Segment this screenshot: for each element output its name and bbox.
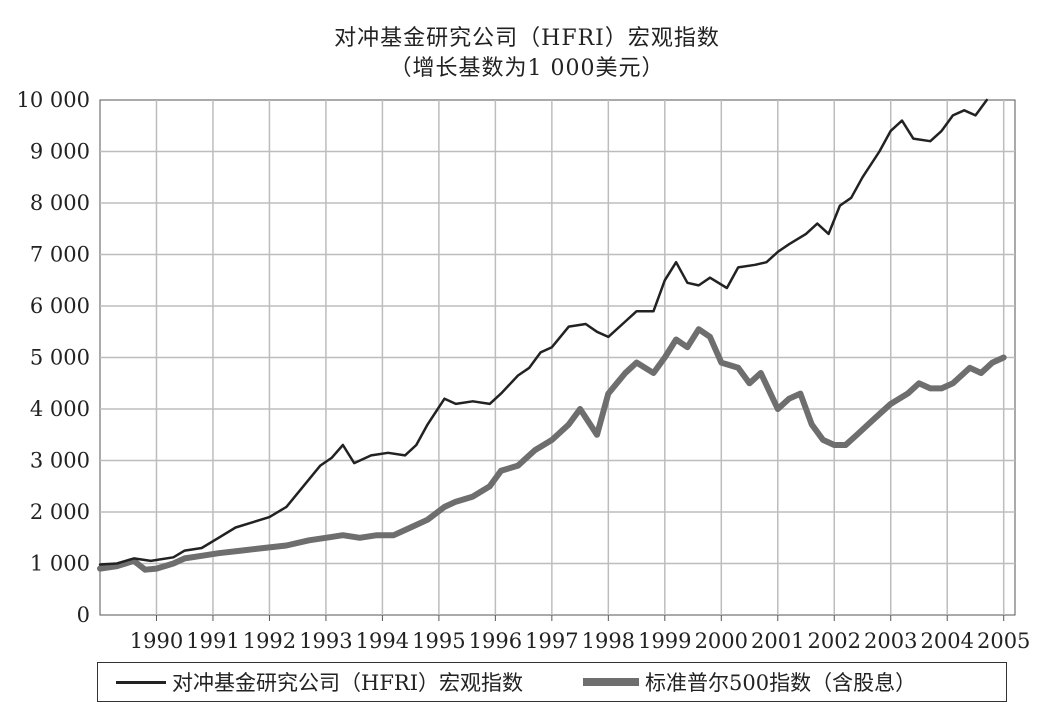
- x-axis-ticks: 1990 1991 1992 1993 1994 1995 1996 1997 1998 1999…: [130, 615, 1030, 653]
- series-line-hfri: [98, 98, 989, 566]
- y-tick-label: 7 000: [30, 243, 90, 267]
- y-tick-label: 10 000: [17, 88, 90, 112]
- series-lines: [97, 98, 1007, 573]
- y-tick-label: 4 000: [30, 397, 90, 421]
- y-tick-label: 3 000: [30, 449, 90, 473]
- x-tick-label: 1998: [582, 629, 635, 653]
- x-tick-label: 1993: [299, 629, 352, 653]
- x-tick-label: 1997: [525, 629, 578, 653]
- legend-swatch-sp500: [583, 678, 639, 686]
- chart-title: 对冲基金研究公司（HFRI）宏观指数: [334, 26, 720, 51]
- y-axis-ticks: 0 1 000 2 000 3 000 4 000 5 000 6 000 7 000 8 00…: [17, 88, 90, 627]
- x-tick-label: 1990: [130, 629, 183, 653]
- grid: [99, 99, 1016, 616]
- y-tick-label: 9 000: [30, 140, 90, 164]
- y-tick-label: 8 000: [30, 191, 90, 215]
- chart-subtitle: （增长基数为1 000美元）: [389, 56, 665, 81]
- y-tick-label: 0: [77, 603, 90, 627]
- y-tick-label: 6 000: [30, 294, 90, 318]
- legend-item-sp500: 标准普尔500指数（含股息）: [523, 667, 916, 697]
- y-tick-label: 2 000: [30, 500, 90, 524]
- x-tick-label: 2005: [977, 629, 1030, 653]
- x-tick-label: 2000: [695, 629, 748, 653]
- x-tick-label: 1992: [243, 629, 296, 653]
- x-tick-label: 2003: [864, 629, 917, 653]
- legend: 对冲基金研究公司（HFRI）宏观指数 标准普尔500指数（含股息）: [97, 662, 1007, 702]
- legend-label-hfri: 对冲基金研究公司（HFRI）宏观指数: [172, 671, 523, 695]
- x-tick-label: 1996: [469, 629, 522, 653]
- y-tick-label: 1 000: [30, 552, 90, 576]
- legend-item-hfri: 对冲基金研究公司（HFRI）宏观指数: [98, 667, 523, 697]
- y-tick-label: 5 000: [30, 346, 90, 370]
- x-tick-label: 2001: [751, 629, 804, 653]
- x-tick-label: 1994: [356, 629, 409, 653]
- x-tick-label: 2002: [808, 629, 861, 653]
- x-tick-label: 1991: [186, 629, 239, 653]
- legend-swatch-hfri: [116, 680, 166, 684]
- x-tick-label: 1999: [638, 629, 691, 653]
- legend-label-sp500: 标准普尔500指数（含股息）: [645, 671, 917, 695]
- series-line-sp500: [97, 326, 1007, 573]
- x-tick-label: 1995: [412, 629, 465, 653]
- x-tick-label: 2004: [920, 629, 973, 653]
